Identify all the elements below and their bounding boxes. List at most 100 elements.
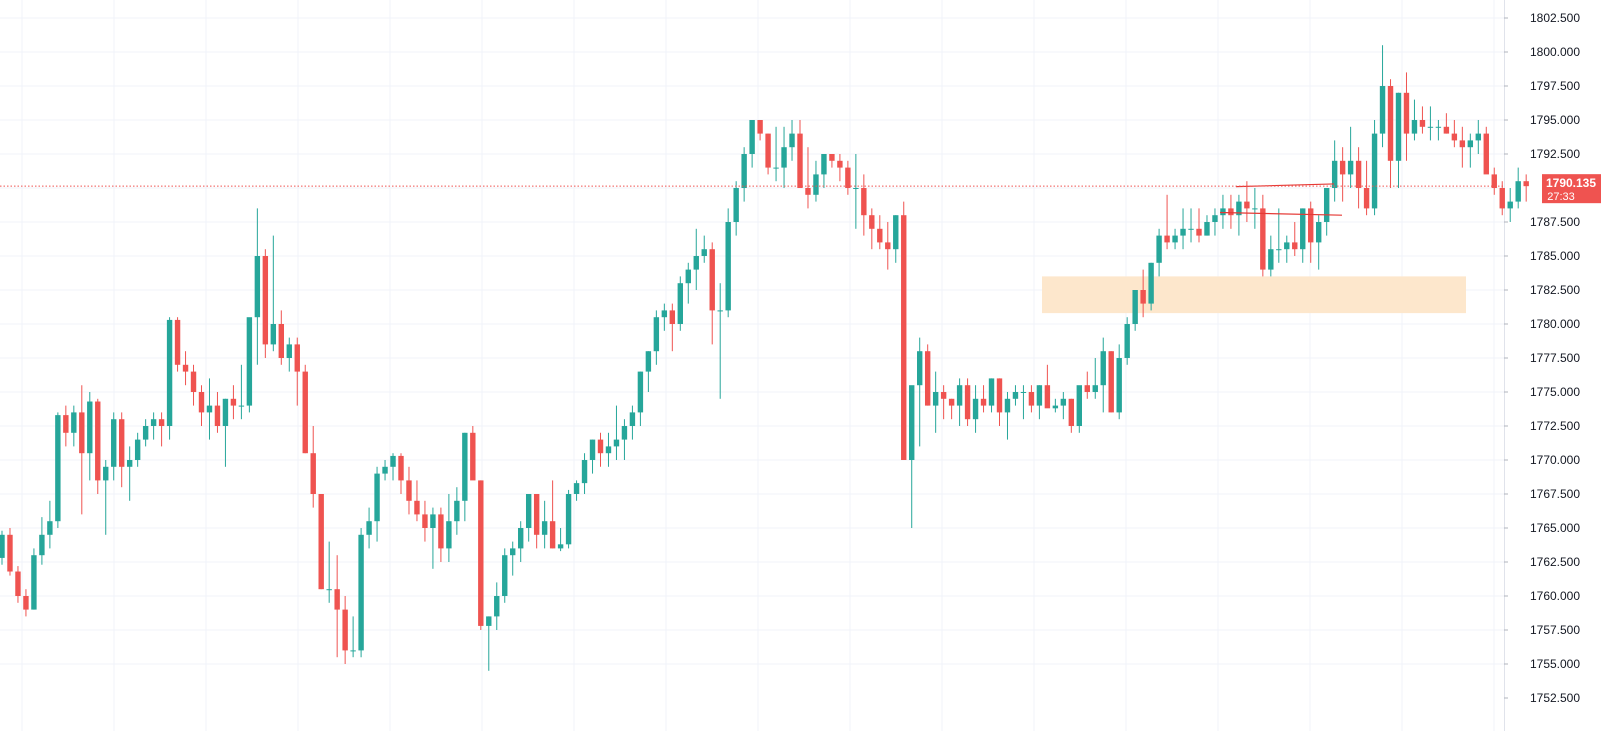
candle bbox=[1443, 113, 1450, 134]
candle-body bbox=[893, 215, 899, 250]
candle-body bbox=[518, 528, 524, 549]
candle bbox=[103, 460, 109, 535]
candle bbox=[358, 528, 364, 658]
candle-body bbox=[1323, 188, 1330, 222]
candle-body bbox=[1308, 208, 1314, 243]
candle bbox=[565, 489, 572, 549]
candle bbox=[1475, 120, 1481, 154]
candle-body bbox=[1084, 385, 1090, 392]
candle-body bbox=[1451, 133, 1458, 141]
candle bbox=[230, 385, 237, 420]
candle-body bbox=[940, 392, 947, 399]
candle-body bbox=[1140, 290, 1146, 304]
candle bbox=[270, 235, 277, 352]
candle bbox=[1395, 92, 1402, 188]
candle bbox=[1172, 228, 1178, 250]
candle bbox=[422, 500, 428, 542]
candle-body bbox=[390, 455, 396, 467]
candle-body bbox=[677, 283, 683, 324]
candle bbox=[813, 160, 819, 202]
y-tick-label: 1792.500 bbox=[1530, 147, 1580, 161]
candle bbox=[198, 385, 205, 426]
candle-body bbox=[757, 120, 763, 134]
candle-body bbox=[1052, 405, 1059, 409]
candle bbox=[845, 160, 851, 195]
candle-body bbox=[917, 351, 923, 386]
candle-body bbox=[821, 154, 827, 175]
candle-body bbox=[398, 455, 404, 481]
candle bbox=[1236, 194, 1242, 236]
candle-body bbox=[270, 324, 277, 345]
candle-body bbox=[15, 571, 21, 596]
candle bbox=[374, 466, 380, 542]
candle-body bbox=[1443, 126, 1450, 134]
y-tick-label: 1782.500 bbox=[1530, 283, 1580, 297]
candle bbox=[597, 432, 604, 467]
candle-body bbox=[1228, 208, 1234, 216]
y-tick-label: 1755.000 bbox=[1530, 657, 1580, 671]
candle bbox=[302, 364, 308, 454]
candle bbox=[334, 555, 340, 658]
candle-body bbox=[182, 364, 189, 372]
candle-body bbox=[1260, 208, 1266, 270]
candle-body bbox=[166, 319, 173, 426]
candle-body bbox=[725, 222, 731, 311]
candle bbox=[1451, 120, 1458, 148]
candle-body bbox=[924, 351, 931, 406]
candle bbox=[1379, 45, 1386, 148]
candle bbox=[972, 385, 979, 433]
y-tick-label: 1802.500 bbox=[1530, 11, 1580, 25]
candle bbox=[661, 303, 668, 331]
candle-body bbox=[1068, 398, 1075, 426]
current-price-label: 1790.135 27:33 bbox=[1542, 174, 1601, 204]
candle bbox=[1419, 106, 1426, 134]
candle-body bbox=[1499, 188, 1505, 209]
candle-body bbox=[709, 249, 715, 311]
candle bbox=[1220, 194, 1226, 229]
candle-body bbox=[733, 188, 739, 222]
candle-body bbox=[1012, 392, 1019, 399]
candle-body bbox=[406, 480, 412, 501]
candle-body bbox=[206, 405, 213, 413]
candle-body bbox=[318, 494, 324, 590]
candle-body bbox=[813, 174, 819, 195]
y-tick-label: 1765.000 bbox=[1530, 521, 1580, 535]
candle bbox=[1268, 235, 1274, 277]
candle bbox=[15, 566, 21, 603]
candle-body bbox=[1180, 228, 1186, 236]
candle-body bbox=[23, 596, 29, 610]
candle-body bbox=[877, 228, 883, 243]
candle-body bbox=[286, 344, 292, 358]
candle-body bbox=[119, 419, 125, 467]
candle-body bbox=[781, 147, 787, 168]
candle-body bbox=[597, 439, 604, 454]
candle bbox=[1116, 344, 1122, 420]
candle bbox=[861, 174, 867, 236]
trendlines bbox=[1219, 183, 1343, 216]
y-tick-label: 1757.500 bbox=[1530, 623, 1580, 637]
y-tick-label: 1797.500 bbox=[1530, 79, 1580, 93]
candle bbox=[717, 283, 723, 399]
candle-body bbox=[142, 426, 149, 440]
candle-body bbox=[1004, 398, 1011, 413]
candle-body bbox=[1363, 188, 1370, 209]
y-tick-label: 1775.000 bbox=[1530, 385, 1580, 399]
candle-body bbox=[350, 650, 356, 652]
candle-body bbox=[1355, 160, 1362, 188]
candle-body bbox=[845, 167, 851, 188]
candle-body bbox=[557, 544, 564, 549]
candle-body bbox=[1435, 126, 1442, 128]
candle-body bbox=[1156, 235, 1162, 263]
candle-body bbox=[294, 344, 300, 372]
candle bbox=[693, 228, 699, 290]
candle bbox=[238, 364, 245, 420]
candle-body bbox=[382, 466, 388, 474]
price-axis[interactable]: 1802.500 1800.000 1797.500 1795.000 1792.500… bbox=[1504, 11, 1580, 705]
candle bbox=[1347, 126, 1354, 188]
candle bbox=[318, 494, 324, 590]
candle-body bbox=[765, 133, 771, 168]
candle bbox=[1411, 99, 1418, 141]
candle-body bbox=[1284, 242, 1290, 250]
